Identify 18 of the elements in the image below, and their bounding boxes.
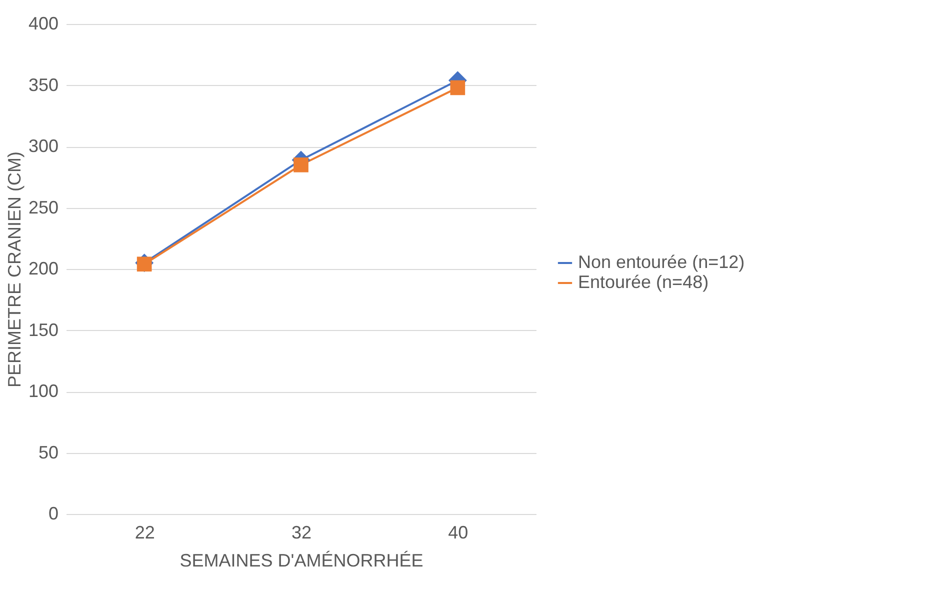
x-tick-label: 22: [134, 522, 155, 542]
legend-label: Non entourée (n=12): [578, 252, 745, 272]
y-tick-label: 100: [28, 381, 58, 401]
y-tick-label: 200: [28, 258, 58, 278]
y-tick-label: 0: [48, 504, 58, 524]
point: [294, 157, 308, 172]
x-tick-label: 40: [448, 522, 468, 542]
x-tick-label: 32: [291, 522, 312, 542]
legend-label: Entourée (n=48): [578, 272, 709, 292]
y-tick-label: 250: [28, 197, 58, 218]
x-axis-title: SEMAINES D'AMÉNORRHÉE: [180, 550, 424, 570]
y-axis-title: PERIMETRE CRANIEN (CM): [4, 151, 24, 388]
y-tick-label: 400: [28, 14, 58, 34]
y-tick-label: 350: [28, 74, 58, 95]
y-tick-label: 150: [28, 320, 58, 340]
point: [450, 80, 466, 96]
y-tick-label: 50: [38, 442, 58, 462]
y-tick-label: 300: [28, 136, 58, 156]
